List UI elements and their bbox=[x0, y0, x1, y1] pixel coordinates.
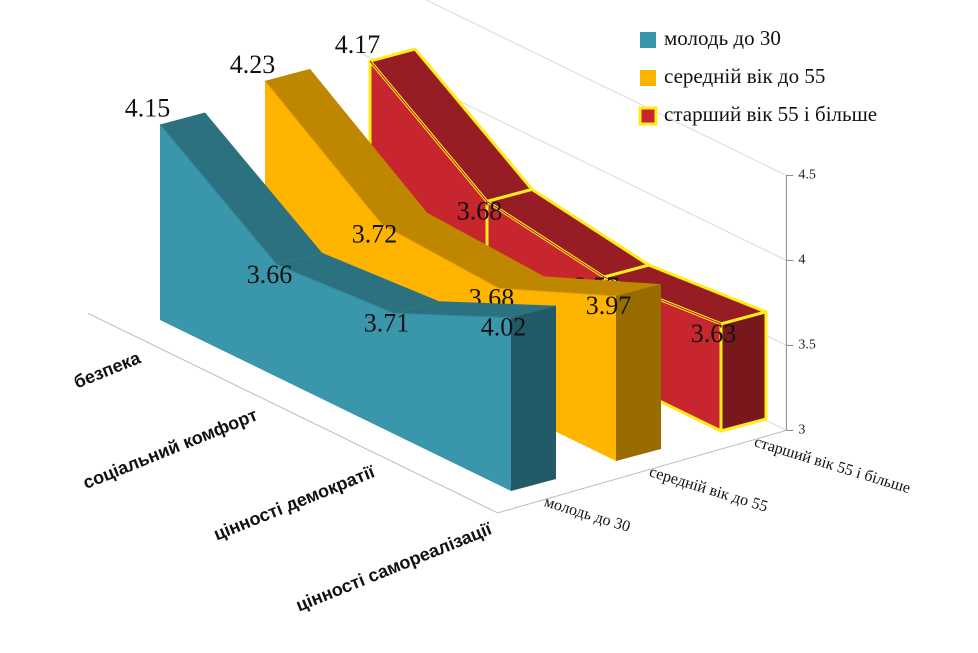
legend-swatch bbox=[640, 32, 656, 48]
y-tick-label: 3.5 bbox=[798, 338, 816, 353]
series-line bbox=[159, 124, 512, 319]
ribbon-top bbox=[277, 252, 439, 314]
z-tick-label: середній вік до 55 bbox=[647, 463, 770, 515]
ribbon-top bbox=[499, 276, 661, 297]
ribbon-end bbox=[616, 284, 661, 461]
data-label: 3.72 bbox=[352, 220, 398, 249]
legend-label: середній вік до 55 bbox=[664, 64, 825, 88]
ribbon-end bbox=[719, 310, 768, 433]
z-tick-label: молодь до 30 bbox=[542, 493, 632, 535]
x-tick-label: соціальний комфорт bbox=[80, 405, 260, 493]
data-label: 4.17 bbox=[335, 30, 381, 59]
ribbon-top bbox=[394, 301, 556, 318]
data-label: 4.15 bbox=[125, 93, 171, 122]
series-line bbox=[264, 80, 617, 297]
series-ribbon bbox=[159, 112, 556, 491]
data-label: 4.02 bbox=[481, 313, 527, 342]
ribbon-front bbox=[160, 124, 277, 377]
legend-label: старший вік 55 і більше bbox=[664, 102, 877, 126]
ribbon-top bbox=[382, 212, 544, 289]
ribbon-front bbox=[277, 264, 394, 434]
x-tick-label: безпека bbox=[71, 347, 144, 392]
series-line bbox=[369, 60, 722, 325]
floor-edge bbox=[87, 312, 787, 514]
data-label: 3.97 bbox=[586, 291, 632, 320]
y-tick-label: 4 bbox=[798, 253, 805, 268]
data-label: 4.23 bbox=[230, 50, 276, 79]
y-tick-label: 4.5 bbox=[798, 168, 816, 183]
legend-swatch bbox=[638, 106, 658, 126]
data-label: 3.71 bbox=[364, 308, 410, 337]
x-tick-label: цінності демократії bbox=[211, 461, 378, 544]
x-tick-label: цінності самореалізації bbox=[293, 518, 495, 615]
legend-label: молодь до 30 bbox=[664, 26, 781, 50]
ribbon-front bbox=[394, 313, 511, 491]
data-label: 3.68 bbox=[457, 196, 503, 225]
grid-line bbox=[425, 0, 787, 176]
data-label: 3.66 bbox=[247, 260, 293, 289]
y-tick-label: 3 bbox=[798, 423, 805, 438]
ribbon-end bbox=[511, 305, 556, 491]
ribbon-top bbox=[160, 112, 322, 265]
legend-swatch bbox=[640, 70, 656, 86]
data-label: 3.63 bbox=[691, 319, 737, 348]
z-tick-label: старший вік 55 і більше bbox=[752, 433, 912, 497]
ribbon-top bbox=[265, 68, 427, 225]
